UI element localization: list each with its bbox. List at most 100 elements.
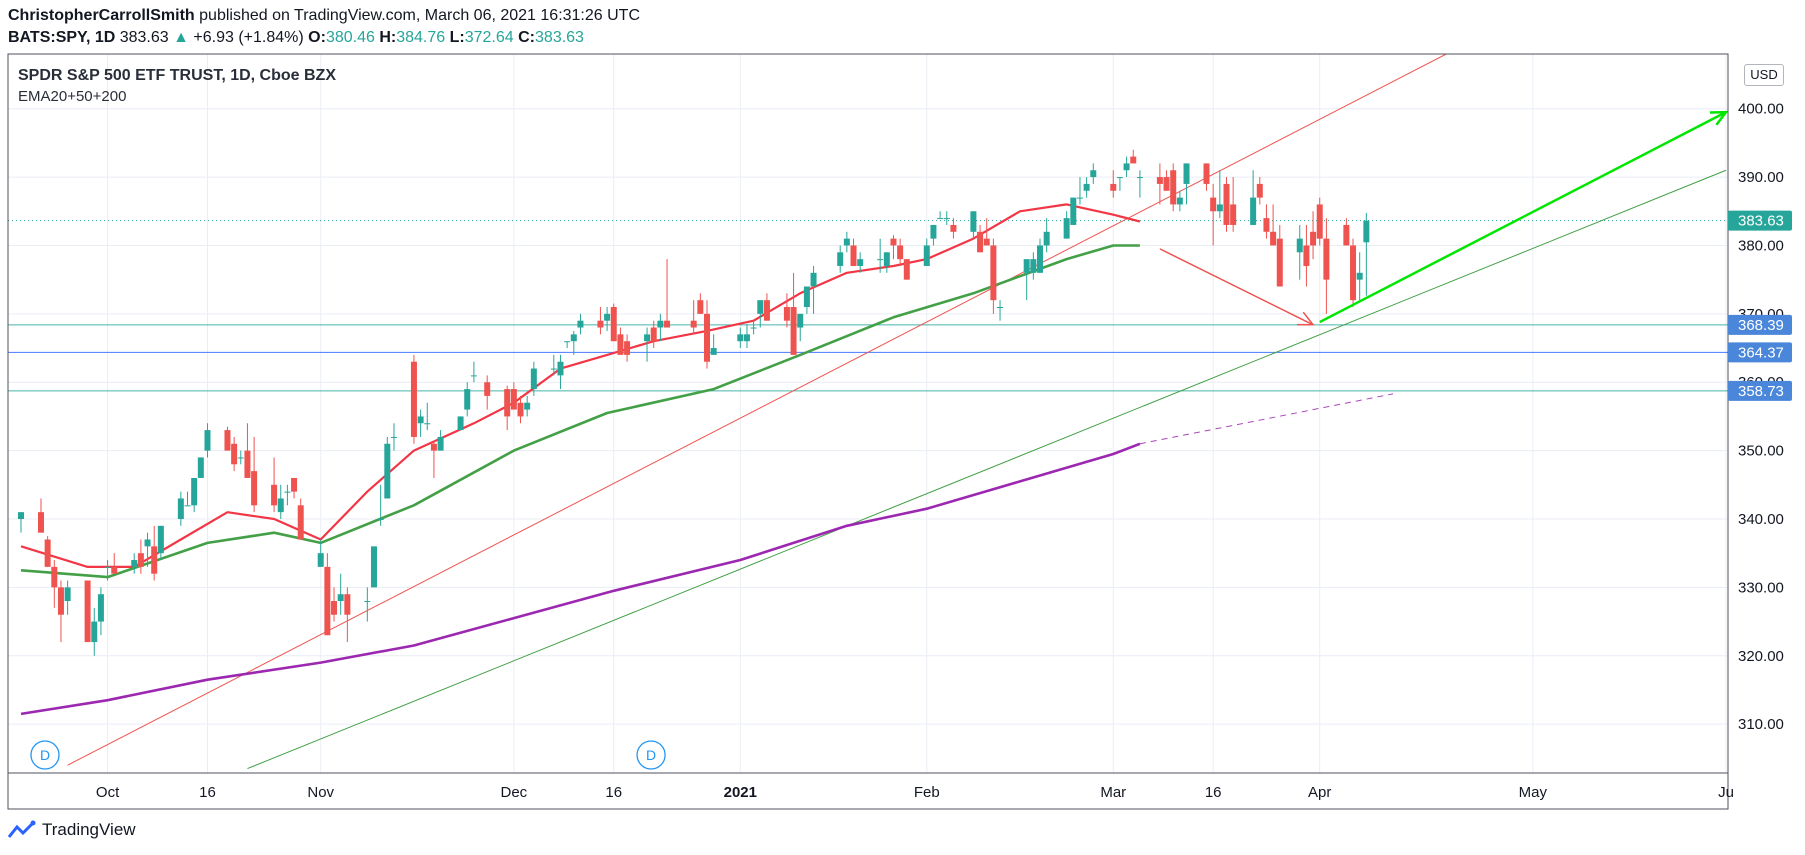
candle-body [410, 361, 417, 437]
candle [564, 341, 571, 349]
x-tick-label: May [1519, 784, 1548, 801]
candle [1123, 156, 1130, 178]
low-value: 372.64 [464, 29, 514, 46]
candle-body [1176, 197, 1183, 205]
candle-body [470, 375, 477, 377]
candle-body [277, 498, 284, 513]
candle-body [883, 252, 890, 266]
candle [790, 272, 797, 355]
price-badge-bg [1728, 342, 1792, 363]
candle-body [1116, 177, 1123, 179]
candle [417, 409, 424, 437]
candle [650, 320, 657, 349]
close-label: C: [518, 29, 536, 46]
candle-body [624, 341, 631, 355]
candle [377, 484, 384, 526]
candle [1216, 170, 1223, 219]
candle-body [224, 430, 231, 451]
candle [437, 430, 444, 451]
candle [430, 440, 437, 478]
y-tick-label: 340.00 [1738, 511, 1784, 528]
tradingview-logo[interactable]: TradingView [8, 820, 136, 840]
candle [18, 512, 24, 533]
candle [664, 259, 671, 328]
candle-body [1123, 163, 1130, 171]
dividend-marker-label: D [646, 747, 656, 763]
indicator-legend[interactable]: EMA20+50+200 [18, 88, 127, 105]
candle-body [1170, 170, 1177, 205]
candle-body [897, 245, 904, 260]
candle [977, 224, 984, 253]
candle-body [244, 450, 251, 478]
candle-body [970, 211, 977, 232]
candle [390, 423, 397, 451]
candle-body [564, 341, 571, 343]
y-tick-label: 400.00 [1738, 101, 1784, 118]
candle-body [843, 238, 850, 246]
candle-body [697, 300, 704, 314]
candle [1256, 177, 1263, 205]
candle [1363, 212, 1370, 296]
candle [990, 238, 997, 314]
candle [191, 477, 198, 513]
candle [930, 224, 937, 246]
open-value: 380.46 [325, 29, 375, 46]
candle-body [664, 320, 671, 328]
y-tick-label: 310.00 [1738, 716, 1784, 733]
candle-body [51, 566, 58, 588]
candle-body [983, 238, 990, 246]
trend-line [67, 54, 1447, 766]
candle-body [1083, 183, 1090, 191]
candle [111, 553, 118, 574]
candle [370, 546, 377, 588]
candle-body [271, 484, 278, 506]
candle [763, 293, 770, 321]
candle [1136, 170, 1143, 198]
candle-body [191, 477, 198, 506]
candle [64, 580, 71, 615]
arrow-shaft [1159, 248, 1314, 326]
candle-body [990, 245, 997, 301]
candle [184, 491, 191, 507]
price-badge-bg [1728, 314, 1792, 335]
candle-body [1230, 204, 1237, 225]
candle-body [943, 218, 950, 220]
candle [883, 252, 890, 273]
candle [151, 525, 158, 581]
candle-body [237, 457, 244, 459]
close-value: 383.63 [535, 29, 584, 46]
candle-body [997, 307, 1004, 309]
candle-body [850, 245, 857, 266]
candle [1063, 211, 1070, 239]
candle [657, 313, 664, 342]
candle-body [390, 436, 397, 438]
candle [1203, 163, 1210, 191]
candle-body [1276, 238, 1283, 287]
candle-body [930, 224, 937, 239]
dividend-marker-label: D [40, 747, 50, 763]
candle-body [184, 505, 191, 507]
candle [484, 375, 491, 410]
candle [1323, 218, 1330, 314]
candle-body [577, 320, 584, 328]
candle [177, 491, 184, 526]
candle [897, 238, 904, 266]
candle [137, 539, 144, 574]
candle [1343, 218, 1350, 246]
trend-line [247, 169, 1727, 770]
candle-body [1030, 259, 1037, 273]
candle-body [923, 245, 930, 266]
candle-body [763, 300, 770, 321]
candle [1070, 197, 1077, 225]
currency-button[interactable]: USD [1744, 64, 1784, 86]
candle [277, 484, 284, 519]
candle-body [37, 512, 44, 533]
candle-body [743, 334, 750, 342]
candle-body [1156, 177, 1163, 184]
candle-body [530, 368, 537, 390]
y-tick-label: 380.00 [1738, 237, 1784, 254]
arrow-shaft [1319, 111, 1727, 324]
candle-body [1130, 156, 1137, 164]
price-badge-label: 364.37 [1738, 344, 1784, 361]
